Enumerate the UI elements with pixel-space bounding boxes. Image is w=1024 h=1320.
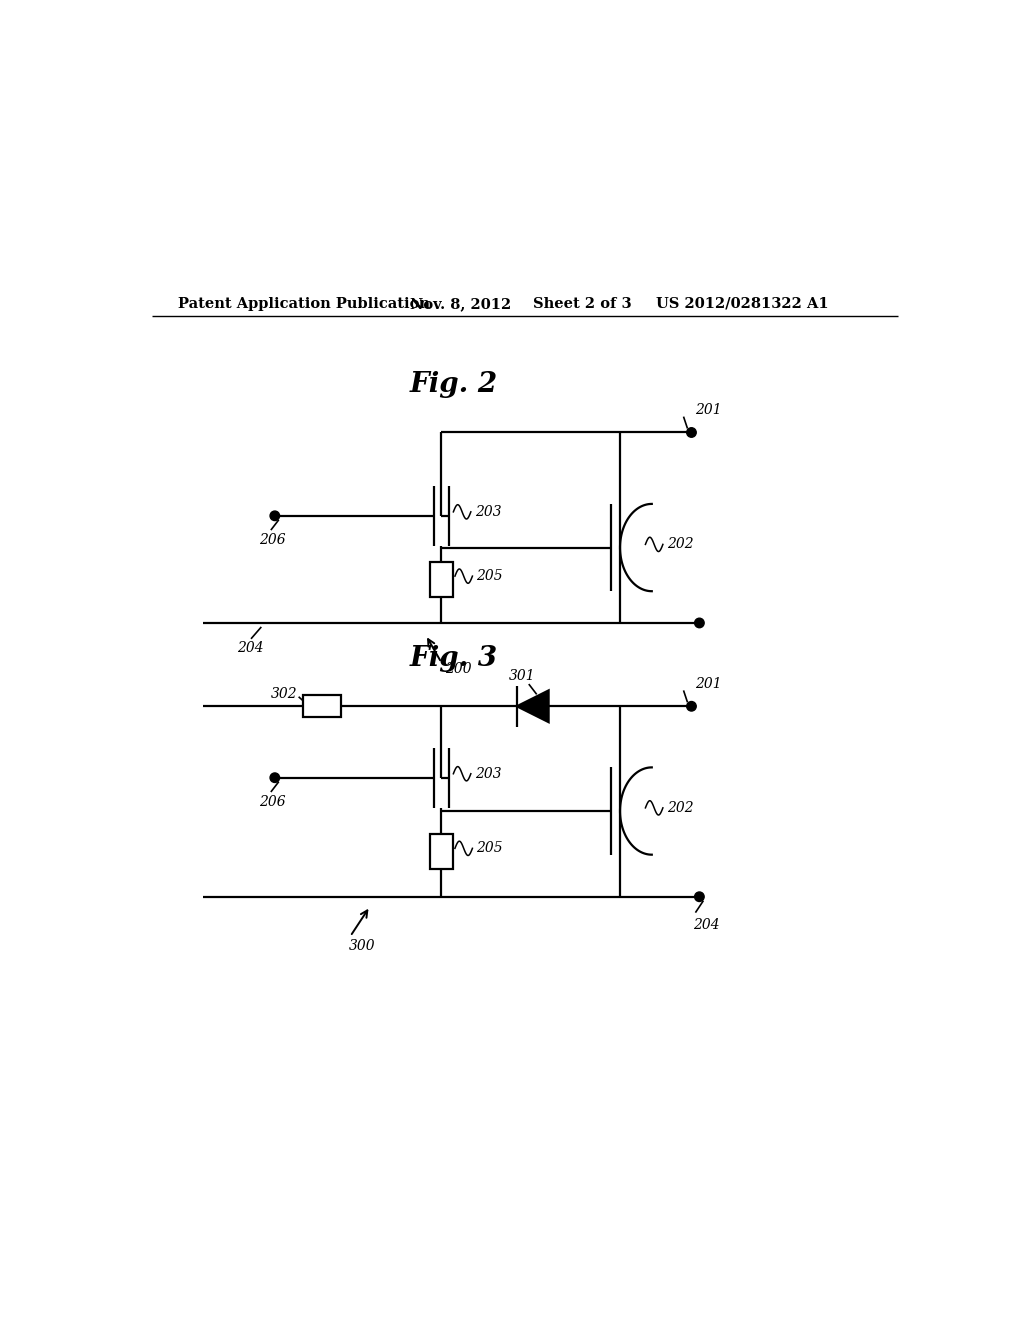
Text: 206: 206: [259, 795, 286, 809]
Circle shape: [270, 774, 280, 783]
Polygon shape: [517, 690, 549, 722]
Bar: [430, 562, 453, 597]
Text: Patent Application Publication: Patent Application Publication: [178, 297, 430, 312]
Text: 301: 301: [509, 669, 536, 684]
Bar: [303, 696, 341, 717]
Text: 205: 205: [476, 841, 503, 855]
Text: 206: 206: [259, 533, 286, 546]
Text: Nov. 8, 2012: Nov. 8, 2012: [410, 297, 511, 312]
Circle shape: [694, 618, 705, 628]
Text: 302: 302: [270, 686, 298, 701]
Text: 203: 203: [475, 504, 502, 519]
Bar: [430, 834, 453, 869]
Text: 201: 201: [695, 677, 722, 692]
Text: US 2012/0281322 A1: US 2012/0281322 A1: [655, 297, 828, 312]
Text: 200: 200: [445, 663, 472, 676]
Text: 300: 300: [348, 939, 375, 953]
Circle shape: [694, 892, 705, 902]
Text: Fig. 3: Fig. 3: [410, 645, 498, 672]
Circle shape: [687, 428, 696, 437]
Circle shape: [687, 701, 696, 711]
Text: 205: 205: [476, 569, 503, 583]
Text: Fig. 2: Fig. 2: [410, 371, 498, 399]
Text: 204: 204: [238, 642, 264, 655]
Text: 201: 201: [695, 404, 722, 417]
Text: 202: 202: [667, 801, 693, 814]
Text: 203: 203: [475, 767, 502, 780]
Text: Sheet 2 of 3: Sheet 2 of 3: [532, 297, 632, 312]
Text: 202: 202: [667, 537, 693, 552]
Text: 204: 204: [693, 917, 720, 932]
Circle shape: [270, 511, 280, 520]
